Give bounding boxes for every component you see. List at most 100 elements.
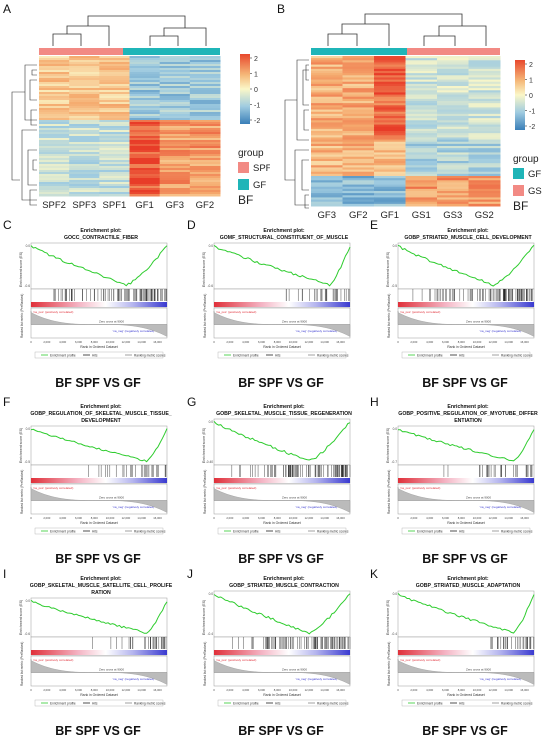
heatmap-cell bbox=[69, 68, 100, 71]
x-tick: 0 bbox=[397, 688, 399, 692]
heatmap-cell bbox=[159, 150, 191, 153]
heatmap-cell bbox=[468, 126, 501, 130]
heatmap-cell bbox=[342, 139, 375, 143]
heatmap-cell bbox=[99, 88, 130, 91]
heatmap-cell bbox=[159, 160, 191, 163]
heatmap-cell bbox=[342, 75, 375, 78]
legend-entry: Ranking metric scores bbox=[317, 529, 349, 533]
heatmap-cell bbox=[311, 73, 343, 76]
legend-entry: Hits bbox=[92, 353, 98, 357]
heatmap-cell bbox=[129, 148, 161, 151]
panel-caption: BF SPF VS GF bbox=[422, 552, 508, 566]
x-ticks: 0 2,000 4,000 6,000 8,000 10,000 12,000 14,000 1… bbox=[213, 688, 345, 692]
heatmap-cell bbox=[39, 112, 70, 115]
heatmap-cell bbox=[159, 66, 191, 69]
heatmap-cell bbox=[159, 60, 191, 63]
heatmap-cell bbox=[129, 150, 161, 153]
enrichment-profile-line bbox=[397, 244, 535, 287]
heatmap-cell bbox=[468, 75, 501, 78]
x-tick: 10,000 bbox=[289, 340, 298, 344]
x-tick: 8,000 bbox=[91, 516, 98, 520]
heatmap-cell bbox=[311, 173, 343, 177]
heatmap-cell bbox=[69, 110, 100, 113]
panel-label-e: E bbox=[370, 218, 379, 232]
heatmap-cell bbox=[99, 98, 130, 101]
heatmap-cell bbox=[189, 188, 221, 191]
heatmap-cell bbox=[468, 191, 501, 194]
heatmap-cell bbox=[311, 150, 343, 153]
heatmap-cell bbox=[342, 86, 375, 89]
es-tick: -0.6 bbox=[25, 632, 31, 636]
x-tick: 4,000 bbox=[426, 516, 433, 520]
heatmap-cell bbox=[159, 172, 191, 175]
x-tick: 16,000 bbox=[520, 688, 529, 692]
heatmap-cell bbox=[468, 88, 501, 91]
heatmap-cell bbox=[39, 116, 70, 119]
heatmap-cell bbox=[374, 197, 406, 201]
heatmap-cell bbox=[342, 98, 375, 102]
heatmap-cell bbox=[374, 96, 406, 100]
heatmap-cell bbox=[129, 114, 161, 117]
heatmap-cell bbox=[99, 140, 130, 143]
heatmap-cell bbox=[129, 56, 161, 59]
heatmap-cell bbox=[69, 128, 100, 131]
heatmap-cell bbox=[374, 94, 406, 98]
heatmap-cell bbox=[189, 146, 221, 149]
x-tick: 0 bbox=[30, 688, 32, 692]
heatmap-cell bbox=[39, 176, 70, 179]
neg-correlated-label: 'na_neg' (negatively correlated) bbox=[296, 505, 338, 509]
heatmap-cell bbox=[99, 76, 130, 79]
rank-color-strip bbox=[398, 302, 534, 307]
heatmap-cell bbox=[129, 62, 161, 65]
x-tick: 12,000 bbox=[489, 516, 498, 520]
hits-barcode bbox=[285, 289, 350, 301]
heatmap-cell bbox=[405, 68, 438, 72]
color-legend-a bbox=[240, 54, 250, 124]
heatmap-cell bbox=[159, 162, 191, 165]
x-tick: 14,000 bbox=[137, 688, 146, 692]
heatmap-cell bbox=[311, 195, 343, 198]
heatmap-cell bbox=[189, 74, 221, 77]
heatmap-cell bbox=[374, 203, 406, 207]
heatmap-cell bbox=[39, 154, 70, 157]
heatmap-cell bbox=[99, 80, 130, 83]
heatmap-cell bbox=[405, 152, 438, 156]
heatmap-cell bbox=[189, 128, 221, 131]
x-tick: 12,000 bbox=[122, 340, 131, 344]
legend-tick: -2 bbox=[254, 118, 260, 125]
rank-axis-label: Ranked list metric (PreRanked) bbox=[203, 294, 207, 338]
heatmap-cell bbox=[437, 64, 469, 68]
legend-tick: 2 bbox=[254, 56, 258, 63]
heatmap-cell bbox=[39, 170, 70, 173]
heatmap-cell bbox=[69, 116, 100, 119]
heatmap-cell bbox=[374, 180, 406, 183]
neg-correlated-label: 'na_neg' (negatively correlated) bbox=[113, 505, 155, 509]
heatmap-cell bbox=[374, 122, 406, 126]
panel-label-h: H bbox=[370, 395, 379, 409]
rank-axis-label: Ranked list metric (PreRanked) bbox=[387, 294, 391, 338]
heatmap-cell bbox=[405, 158, 438, 162]
heatmap-cell bbox=[342, 203, 375, 207]
heatmap-cell bbox=[468, 64, 501, 68]
x-tick: 4,000 bbox=[242, 688, 249, 692]
heatmap-cell bbox=[129, 100, 161, 103]
heatmap-cell bbox=[39, 68, 70, 71]
gsea-panel-i: Enrichment plot: GOBP_SKELETAL_MUSCLE_SAT… bbox=[17, 574, 179, 742]
heatmap-cell bbox=[189, 108, 221, 111]
group-bar-gf bbox=[123, 48, 220, 55]
x-tick: 2,000 bbox=[410, 516, 417, 520]
heatmap-cell bbox=[99, 124, 130, 127]
heatmap-cell bbox=[129, 146, 161, 149]
heatmap-cell bbox=[468, 171, 501, 175]
heatmap-cell bbox=[99, 180, 130, 183]
heatmap-cell bbox=[99, 184, 130, 187]
heatmap-cell bbox=[129, 138, 161, 141]
heatmap-cell bbox=[374, 165, 406, 168]
heatmap-cell bbox=[405, 107, 438, 111]
heatmap-cell bbox=[405, 146, 438, 149]
heatmap-cell bbox=[159, 118, 191, 121]
x-axis-label: Rank in Ordered Dataset bbox=[447, 693, 485, 697]
heatmap-cell bbox=[39, 134, 70, 137]
column-label: GF3 bbox=[166, 200, 184, 211]
heatmap-cell bbox=[69, 146, 100, 149]
